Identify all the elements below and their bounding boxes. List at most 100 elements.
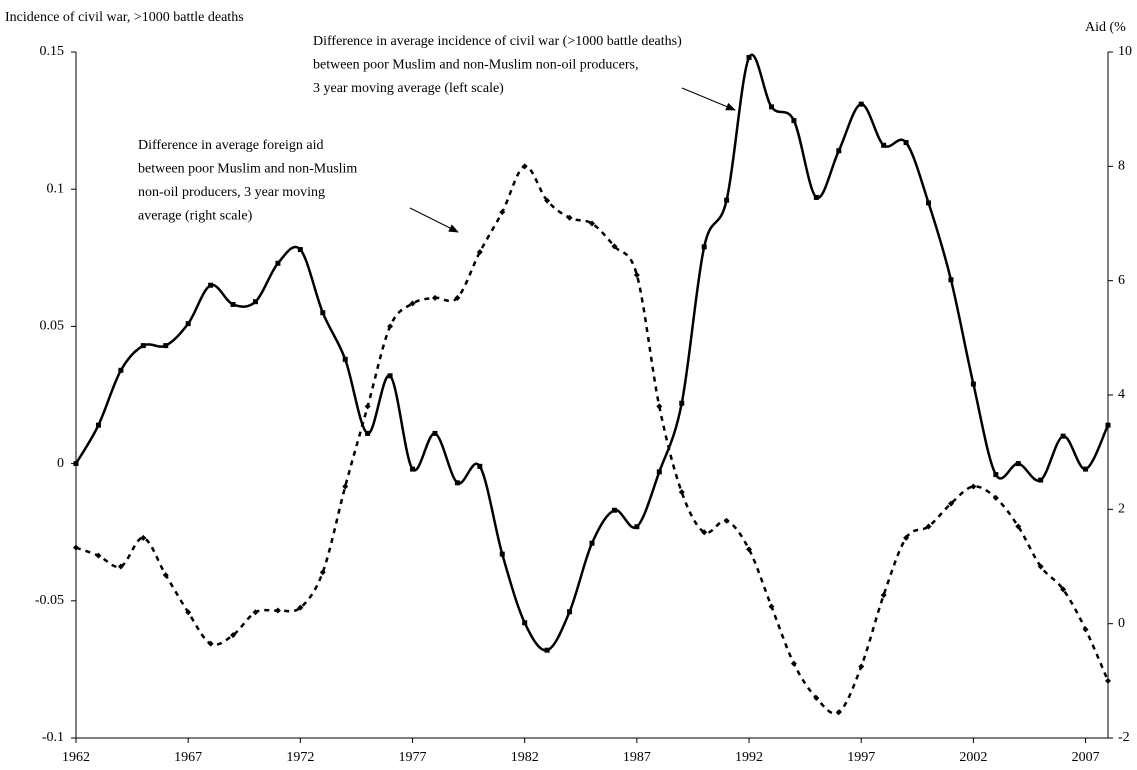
point bbox=[678, 489, 685, 496]
annotation: non-oil producers, 3 year moving bbox=[138, 185, 325, 200]
point bbox=[611, 243, 618, 250]
y2-tick-label: 4 bbox=[1118, 387, 1125, 402]
y2-axis-title: Aid (% bbox=[1085, 20, 1126, 35]
point bbox=[73, 461, 79, 467]
y2-tick-label: 8 bbox=[1118, 159, 1125, 174]
point bbox=[342, 356, 348, 362]
y-tick-label: 0.1 bbox=[47, 181, 65, 196]
point bbox=[813, 694, 820, 701]
point bbox=[813, 194, 819, 200]
point bbox=[454, 294, 461, 301]
point bbox=[230, 632, 237, 639]
x-tick-label: 1987 bbox=[623, 750, 651, 765]
arrow bbox=[409, 207, 459, 233]
point bbox=[903, 534, 910, 541]
point bbox=[992, 494, 999, 501]
point bbox=[656, 403, 663, 410]
annotation: between poor Muslim and non-Muslim bbox=[138, 162, 357, 177]
point bbox=[297, 604, 304, 611]
point bbox=[185, 609, 192, 616]
point bbox=[836, 148, 842, 154]
point bbox=[117, 563, 124, 570]
y2-tick-label: 10 bbox=[1118, 44, 1132, 59]
point bbox=[723, 517, 730, 524]
point bbox=[1038, 477, 1044, 483]
point bbox=[746, 54, 752, 60]
point bbox=[791, 118, 797, 124]
point bbox=[1105, 422, 1111, 428]
x-tick-label: 1992 bbox=[735, 750, 763, 765]
point bbox=[679, 400, 685, 406]
point bbox=[499, 551, 505, 557]
point bbox=[566, 214, 573, 221]
y2-tick-label: 6 bbox=[1118, 273, 1125, 288]
point bbox=[275, 260, 281, 266]
x-tick-label: 2002 bbox=[959, 750, 987, 765]
point bbox=[1015, 461, 1021, 467]
x-tick-label: 1972 bbox=[286, 750, 314, 765]
point bbox=[589, 220, 595, 227]
point bbox=[410, 466, 416, 472]
point bbox=[432, 430, 438, 436]
point bbox=[252, 299, 258, 305]
point bbox=[364, 403, 371, 410]
annotation: average (right scale) bbox=[138, 209, 253, 224]
point bbox=[118, 367, 124, 373]
point bbox=[140, 534, 147, 541]
arrow bbox=[681, 87, 736, 111]
point bbox=[701, 244, 707, 250]
point bbox=[925, 523, 932, 530]
y2-tick-label: -2 bbox=[1118, 730, 1130, 745]
point bbox=[926, 200, 932, 206]
point bbox=[544, 197, 551, 204]
point bbox=[342, 483, 349, 490]
annotation: 3 year moving average (left scale) bbox=[313, 81, 504, 96]
point bbox=[320, 310, 326, 316]
x-tick-label: 1982 bbox=[511, 750, 539, 765]
point bbox=[611, 507, 617, 513]
point bbox=[499, 209, 506, 216]
point bbox=[73, 544, 79, 551]
point bbox=[768, 104, 774, 110]
point bbox=[656, 469, 662, 475]
point bbox=[768, 603, 775, 610]
point bbox=[208, 282, 214, 288]
point bbox=[858, 663, 865, 670]
annotation: Difference in average foreign aid bbox=[138, 138, 324, 153]
point bbox=[521, 163, 528, 170]
point bbox=[1060, 586, 1067, 593]
point bbox=[274, 607, 281, 614]
point bbox=[387, 373, 393, 379]
point bbox=[880, 592, 887, 599]
point bbox=[431, 294, 438, 301]
x-tick-label: 1997 bbox=[847, 750, 875, 765]
y-tick-label: 0.05 bbox=[40, 319, 65, 334]
point bbox=[476, 249, 483, 256]
point bbox=[252, 609, 259, 616]
point bbox=[162, 572, 169, 579]
point bbox=[835, 709, 842, 716]
point bbox=[477, 463, 483, 469]
point bbox=[207, 640, 214, 647]
point bbox=[454, 480, 460, 486]
point bbox=[746, 546, 753, 553]
point bbox=[1060, 433, 1066, 439]
point bbox=[970, 381, 976, 387]
y2-tick-label: 2 bbox=[1118, 502, 1125, 517]
series-line bbox=[75, 165, 1110, 715]
point bbox=[365, 430, 371, 436]
point bbox=[1037, 563, 1044, 570]
point bbox=[634, 524, 640, 530]
x-tick-label: 2007 bbox=[1072, 750, 1100, 765]
annotation: between poor Muslim and non-Muslim non-o… bbox=[313, 58, 638, 73]
point bbox=[1105, 677, 1111, 684]
point bbox=[790, 660, 797, 667]
y-tick-label: 0 bbox=[57, 456, 64, 471]
point bbox=[633, 271, 640, 278]
y-axis-title: Incidence of civil war, >1000 battle dea… bbox=[5, 10, 244, 25]
point bbox=[947, 500, 954, 507]
point bbox=[589, 540, 595, 546]
annotation: Difference in average incidence of civil… bbox=[313, 34, 682, 49]
point bbox=[387, 323, 394, 330]
